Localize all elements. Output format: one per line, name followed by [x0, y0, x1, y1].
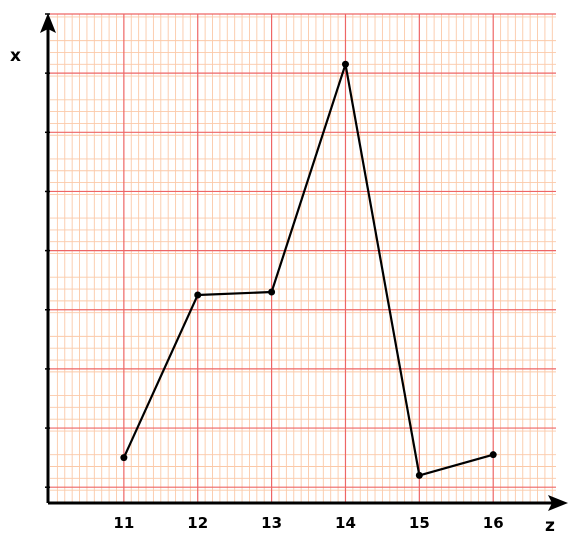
- data-point: [120, 454, 128, 462]
- x-tick-label: 11: [113, 514, 134, 532]
- x-tick-label: 14: [335, 514, 356, 532]
- series-line: [122, 63, 494, 477]
- series: [120, 60, 497, 479]
- x-tick-label: 15: [409, 514, 430, 532]
- y-axis-label: x: [10, 46, 21, 66]
- x-ticks: 11 12 13 14 15 16: [113, 514, 503, 532]
- x-tick-label: 12: [187, 514, 208, 532]
- data-point: [268, 288, 276, 296]
- grid: [45, 13, 556, 502]
- data-point: [415, 471, 423, 479]
- x-tick-label: 13: [261, 514, 282, 532]
- axes: x z: [10, 13, 568, 533]
- x-axis-arrow: [548, 495, 568, 511]
- data-point: [194, 291, 202, 299]
- x-tick-label: 16: [483, 514, 504, 532]
- y-axis-arrow: [40, 13, 56, 33]
- x-axis-label: z: [545, 516, 555, 533]
- data-point: [489, 451, 497, 459]
- data-point: [341, 60, 349, 68]
